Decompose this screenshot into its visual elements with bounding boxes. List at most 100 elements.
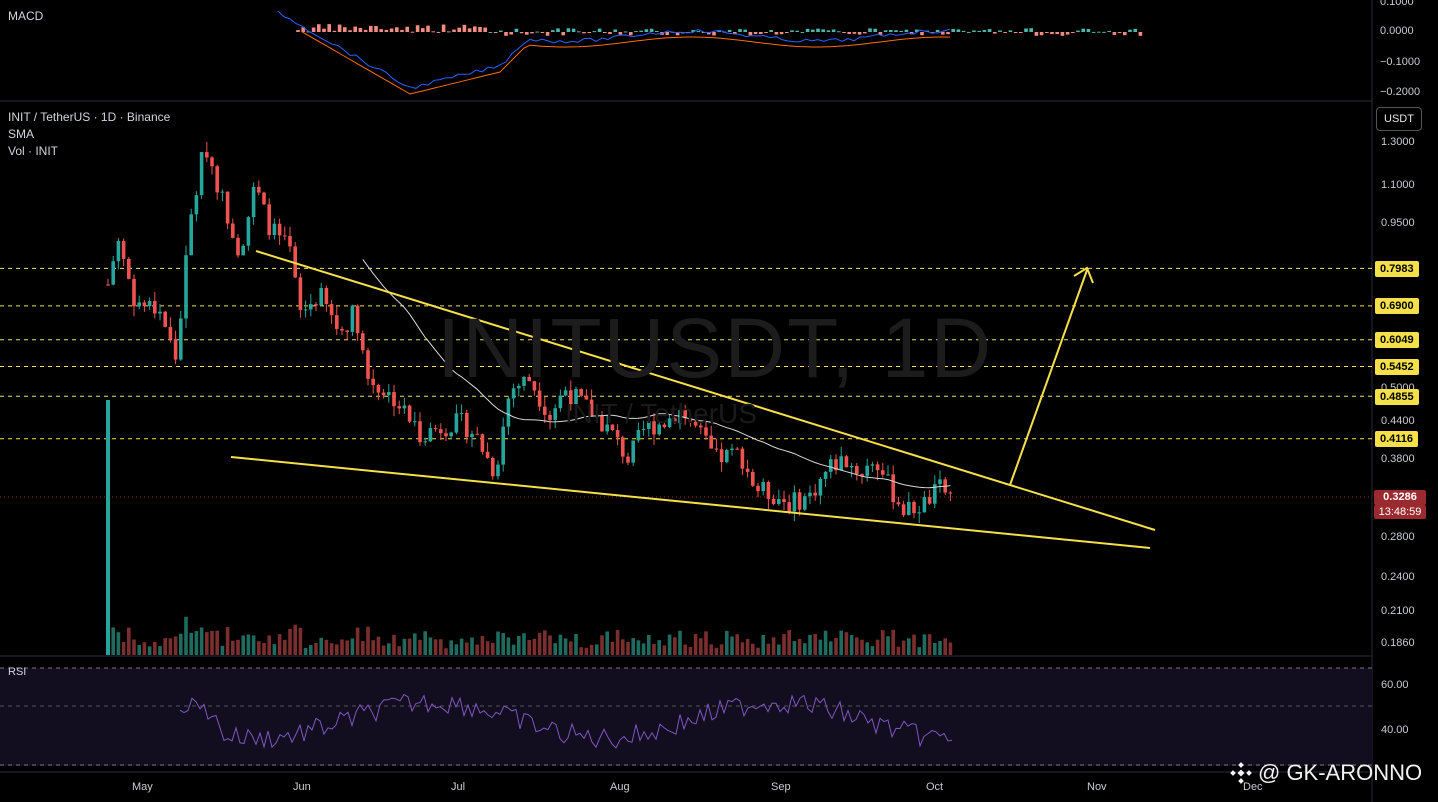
macd-histogram-bar (894, 30, 898, 32)
wedge-upper-trendline[interactable] (255, 250, 1156, 531)
volume-bar (522, 633, 526, 655)
candle-body (267, 204, 271, 236)
candle-body (511, 388, 516, 399)
macd-histogram-bar (691, 30, 695, 32)
candle-body (465, 412, 469, 438)
volume-bar (319, 637, 323, 655)
time-axis-label: Dec (1243, 781, 1263, 793)
volume-bar (948, 642, 953, 655)
volume-bar (553, 643, 557, 655)
sma-label[interactable]: SMA (8, 127, 35, 141)
volume-bar (543, 630, 547, 655)
candle-body (127, 258, 131, 279)
candle-body (459, 412, 464, 414)
macd-histogram-bar (343, 27, 347, 32)
candle-body (615, 430, 620, 438)
macd-histogram-bar (899, 30, 903, 32)
volume-bar (527, 639, 531, 655)
candle-body (912, 501, 916, 514)
macd-histogram-bar (421, 28, 425, 32)
macd-histogram-bar (488, 31, 493, 33)
volume-bar (657, 640, 661, 655)
candle-body (329, 304, 334, 316)
macd-axis-tick: −0.2000 (1380, 86, 1421, 98)
macd-histogram-bar (738, 29, 742, 32)
volume-bar (449, 640, 453, 655)
candle-body (189, 214, 193, 256)
volume-bar (501, 633, 505, 655)
macd-histogram-bar (805, 28, 810, 32)
candle-body (470, 433, 474, 438)
candle-body (173, 339, 178, 360)
volume-bar (220, 645, 225, 655)
level-tag[interactable]: 0.6049 (1375, 332, 1419, 348)
candle-body (225, 191, 230, 224)
volume-bar (392, 634, 396, 655)
candle-body (371, 378, 375, 386)
macd-histogram-bar (348, 30, 352, 32)
volume-bar (569, 641, 573, 655)
volume-bar (667, 634, 672, 655)
breakout-arrow[interactable] (1009, 269, 1088, 486)
candle-body (355, 305, 360, 334)
macd-histogram-bar (909, 32, 914, 35)
rsi-label[interactable]: RSI (8, 666, 27, 678)
candle-body (756, 485, 760, 492)
macd-histogram-bar (764, 32, 768, 33)
currency-unit-button[interactable]: USDT (1376, 107, 1422, 131)
macd-histogram-bar (759, 32, 763, 35)
candle-body (688, 418, 693, 422)
macd-histogram-bar (457, 27, 461, 32)
volume-bar (345, 640, 349, 655)
candle-body (631, 440, 635, 463)
macd-histogram-bar (863, 32, 867, 34)
candle-body (563, 390, 568, 396)
candle-body (719, 449, 724, 463)
volume-bar (709, 644, 713, 655)
candle-body (667, 418, 672, 428)
candle-body (761, 482, 765, 492)
macd-histogram-bar (540, 32, 545, 33)
candle-body (272, 223, 277, 236)
candle-body (491, 457, 495, 477)
macd-histogram-bar (873, 28, 877, 32)
candle-body (870, 464, 875, 466)
level-tag[interactable]: 0.4116 (1375, 431, 1419, 447)
level-tag[interactable]: 0.5452 (1375, 359, 1419, 375)
volume-bar (402, 638, 407, 655)
macd-label[interactable]: MACD (8, 9, 44, 23)
volume-bar (803, 643, 807, 655)
level-tag[interactable]: 0.7983 (1375, 261, 1419, 277)
symbol-title[interactable]: INIT / TetherUS · 1D · Binance (8, 110, 171, 124)
candle-body (350, 305, 355, 332)
candle-body (579, 389, 583, 396)
macd-histogram-bar (306, 31, 311, 33)
macd-histogram-bar (1071, 32, 1075, 33)
symbol-watermark-sub: INIT / TetherUS (565, 398, 757, 429)
macd-histogram-bar (530, 32, 534, 34)
candle-body (199, 152, 204, 196)
time-axis-label: May (132, 781, 153, 793)
candle-body (231, 223, 235, 238)
candle-body (517, 385, 521, 389)
macd-histogram-bar (436, 31, 441, 33)
macd-histogram-bar (514, 28, 519, 32)
volume-bar (860, 639, 864, 655)
macd-histogram-bar (571, 28, 576, 32)
candle-body (418, 421, 422, 443)
macd-histogram-bar (561, 32, 565, 36)
candle-body (251, 186, 256, 218)
wedge-lower-trendline[interactable] (230, 456, 1151, 549)
candle-body (116, 240, 121, 262)
level-tag[interactable]: 0.6900 (1375, 298, 1419, 314)
volume-bar (433, 639, 438, 655)
candle-body (376, 385, 381, 393)
level-tag[interactable]: 0.4855 (1375, 389, 1419, 405)
volume-bar (241, 635, 245, 655)
macd-axis-tick: −0.1000 (1380, 56, 1421, 68)
volume-label[interactable]: Vol · INIT (8, 144, 59, 158)
macd-histogram-bar (296, 30, 300, 32)
macd-histogram-bar (504, 32, 508, 36)
macd-histogram-bar (857, 32, 862, 35)
